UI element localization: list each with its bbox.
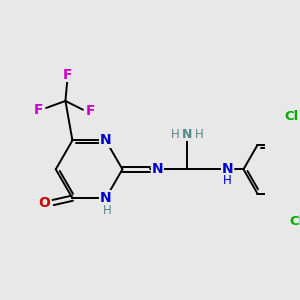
Text: H: H — [171, 128, 179, 141]
Text: N: N — [100, 191, 112, 205]
Text: Cl: Cl — [285, 110, 299, 123]
Text: F: F — [86, 104, 96, 118]
Text: O: O — [38, 196, 50, 209]
Text: H: H — [223, 174, 232, 187]
Text: F: F — [62, 68, 72, 82]
Text: N: N — [152, 162, 163, 176]
Text: F: F — [34, 103, 43, 117]
Text: H: H — [195, 128, 204, 141]
Text: N: N — [182, 128, 193, 141]
Text: N: N — [100, 134, 112, 147]
Text: Cl: Cl — [289, 215, 300, 228]
Text: N: N — [222, 162, 233, 176]
Text: H: H — [103, 204, 112, 217]
